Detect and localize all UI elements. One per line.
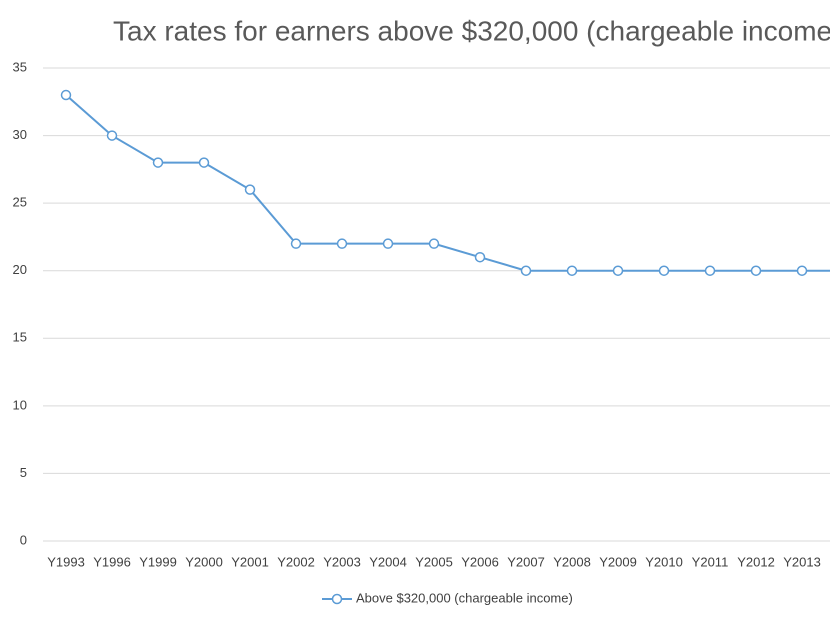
marker	[566, 265, 578, 276]
x-tick-label: Y1993	[47, 554, 85, 569]
marker	[152, 157, 164, 168]
x-tick-label: Y2008	[553, 554, 591, 569]
x-tick-label: Y1999	[139, 554, 177, 569]
marker	[60, 89, 72, 101]
y-tick-label: 15	[13, 330, 27, 345]
y-tick-label: 25	[13, 195, 27, 210]
x-tick-label: Y2012	[737, 554, 775, 569]
marker	[704, 265, 716, 276]
x-tick-label: Y2003	[323, 554, 361, 569]
x-tick-label: Y2002	[277, 554, 315, 569]
marker	[336, 238, 348, 249]
x-tick-label: Y2009	[599, 554, 637, 569]
x-tick-label: Y2005	[415, 554, 453, 569]
marker	[428, 238, 440, 249]
marker	[796, 265, 808, 276]
x-tick-label: Y2001	[231, 554, 269, 569]
x-tick-label: Y2006	[461, 554, 499, 569]
marker	[290, 238, 302, 249]
marker	[474, 251, 486, 263]
marker	[612, 265, 624, 276]
legend-label: Above $320,000 (chargeable income)	[356, 590, 573, 605]
marker	[382, 238, 394, 249]
legend-marker	[331, 593, 343, 605]
x-tick-label: Y2004	[369, 554, 407, 569]
marker	[750, 265, 762, 276]
line	[65, 94, 830, 272]
marker	[658, 265, 670, 276]
y-tick-label: 5	[20, 465, 27, 480]
chart-title: Tax rates for earners above $320,000 (ch…	[113, 15, 830, 46]
x-tick-label: Y2000	[185, 554, 223, 569]
y-tick-label: 10	[13, 397, 27, 412]
x-tick-label: Y2007	[507, 554, 545, 569]
marker	[106, 130, 118, 141]
y-tick-label: 30	[13, 127, 27, 142]
x-tick-label: Y2010	[645, 554, 683, 569]
y-tick-label: 35	[13, 59, 27, 74]
x-tick-label: Y2013	[783, 554, 821, 569]
y-tick-label: 20	[13, 262, 27, 277]
marker	[198, 157, 210, 168]
x-tick-label: Y1996	[93, 554, 131, 569]
marker	[520, 265, 532, 276]
x-tick-label: Y2011	[692, 554, 729, 569]
marker	[244, 184, 256, 195]
y-tick-label: 0	[20, 532, 27, 547]
